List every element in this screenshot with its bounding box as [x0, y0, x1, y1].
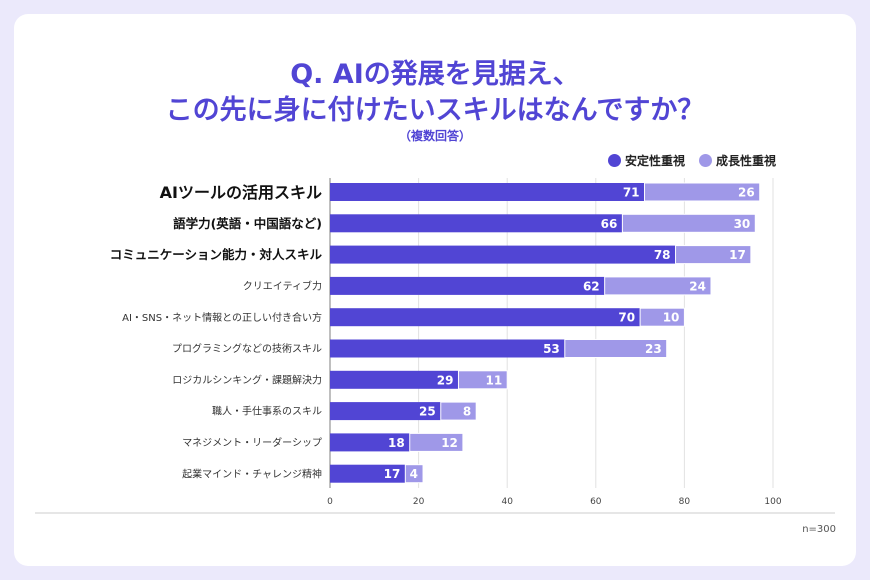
- bar-segment: [564, 339, 668, 358]
- data-label: 24: [689, 279, 706, 293]
- data-label: 29: [437, 373, 454, 387]
- category-label: ロジカルシンキング・課題解決力: [172, 373, 322, 386]
- data-label: 71: [623, 186, 640, 200]
- data-label: 23: [645, 342, 662, 356]
- category-label: クリエイティブ力: [243, 280, 322, 293]
- category-label: 職人・手仕事系のスキル: [212, 405, 322, 418]
- bar-segment: [330, 308, 641, 327]
- legend: 安定性重視 成長性重視: [607, 152, 776, 169]
- bar-segment: [330, 402, 441, 421]
- bar-segment: [644, 182, 761, 202]
- chart-subtitle: （複数回答）: [398, 129, 471, 143]
- data-label: 66: [601, 217, 618, 231]
- legend-item-growth: 成長性重視: [698, 152, 776, 169]
- bar-segment: [330, 183, 645, 201]
- x-tick-label: 0: [327, 497, 333, 507]
- data-label: 11: [485, 373, 502, 387]
- category-label: コミュニケーション能力・対人スキル: [110, 247, 323, 262]
- data-label: 17: [729, 248, 746, 262]
- bar-segment: [330, 464, 406, 483]
- bar-segment: [330, 433, 410, 452]
- category-label: プログラミングなどの技術スキル: [172, 342, 322, 355]
- bar-segment: [457, 370, 508, 390]
- legend-item-stability: 安定性重視: [607, 152, 685, 169]
- bar-segment: [409, 432, 464, 452]
- bar-segment: [675, 245, 752, 265]
- bar-segment: [330, 370, 459, 389]
- category-label: マネジメント・リーダーシップ: [182, 436, 322, 449]
- bar-segment: [404, 464, 424, 484]
- x-tick-label: 80: [679, 497, 691, 507]
- chart-title-line2: この先に身に付けたいスキルはなんですか？: [165, 95, 705, 126]
- data-label: 4: [410, 467, 418, 481]
- data-label: 12: [441, 436, 458, 450]
- x-tick-label: 40: [501, 497, 513, 507]
- data-label: 62: [583, 279, 600, 293]
- sample-size-note: n=300: [802, 524, 836, 535]
- legend-swatch: [607, 154, 621, 167]
- data-label: 25: [419, 405, 436, 419]
- legend-label: 安定性重視: [624, 154, 685, 168]
- data-label: 78: [654, 248, 671, 262]
- category-label: AIツールの活用スキル: [160, 183, 322, 202]
- chart-title-line1: Q. AIの発展を見据え、: [290, 59, 580, 90]
- data-label: 17: [384, 467, 401, 481]
- data-label: 8: [463, 405, 471, 419]
- bar-segment: [330, 214, 623, 233]
- data-label: 26: [738, 186, 755, 200]
- category-label: 起業マインド・チャレンジ精神: [182, 467, 322, 480]
- data-label: 10: [663, 311, 680, 325]
- legend-label: 成長性重視: [715, 154, 776, 168]
- bar-segment: [330, 245, 676, 264]
- bar-segment: [330, 339, 565, 358]
- bar-segment: [330, 276, 605, 295]
- bar-segment: [639, 307, 685, 327]
- bar-segment: [440, 401, 477, 421]
- x-tick-label: 60: [590, 497, 602, 507]
- x-tick-label: 100: [764, 497, 781, 507]
- bar-segment: [604, 276, 712, 296]
- x-tick-label: 20: [413, 497, 425, 507]
- category-label: AI・SNS・ネット情報との正しい付き合い方: [122, 311, 322, 324]
- data-label: 30: [734, 217, 751, 231]
- bar-segment: [621, 213, 756, 233]
- legend-swatch: [698, 154, 712, 167]
- data-label: 70: [618, 311, 635, 325]
- data-label: 53: [543, 342, 560, 356]
- data-label: 18: [388, 436, 405, 450]
- category-label: 語学力(英語・中国語など): [173, 216, 322, 231]
